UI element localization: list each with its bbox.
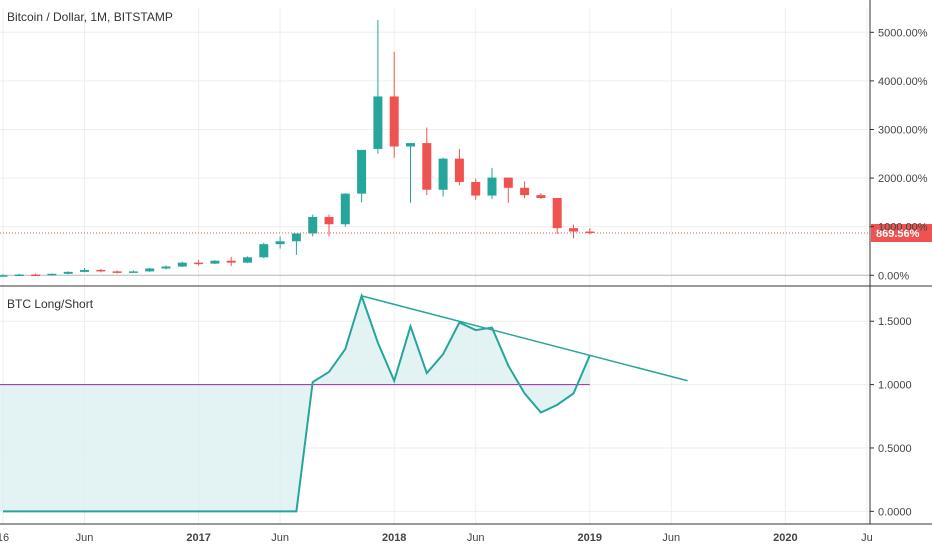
candle-body	[324, 216, 334, 225]
x-tick-label: Jun	[467, 532, 485, 544]
x-tick-label: Jun	[662, 532, 680, 544]
candle-body	[438, 158, 448, 190]
candle-body	[308, 216, 318, 234]
indicator-y-tick-label: 1.5000	[878, 316, 912, 328]
left-fill-area	[0, 384, 313, 512]
candle-body	[503, 177, 513, 188]
candle-body	[536, 195, 546, 199]
x-tick-label: 16	[0, 532, 9, 544]
candle-body	[422, 143, 432, 190]
candle-body	[177, 262, 187, 267]
candle-body	[552, 198, 562, 229]
candle-body	[357, 149, 367, 194]
candle-body	[14, 274, 24, 277]
candle-body	[47, 273, 57, 276]
x-tick-label: 2018	[382, 532, 406, 544]
candle-body	[487, 177, 497, 196]
candle-body	[406, 143, 415, 147]
indicator-y-tick-label: 1.0000	[878, 380, 912, 392]
x-tick-label: Ju	[861, 532, 873, 544]
price-y-tick-label: 2000.00%	[878, 173, 928, 185]
candle-body	[80, 269, 89, 272]
candle-body	[243, 257, 252, 263]
indicator-y-tick-label: 0.5000	[878, 443, 912, 455]
candle-body	[340, 193, 350, 225]
x-tick-label: 2017	[186, 532, 210, 544]
last-value-label: 869.56%	[876, 228, 920, 240]
candle-body	[259, 244, 269, 258]
x-tick-label: 2019	[578, 532, 602, 544]
candle-body	[471, 181, 481, 196]
candle-body	[96, 269, 106, 272]
candle-body	[161, 266, 171, 269]
candle-body	[291, 233, 301, 242]
candle-body	[31, 274, 41, 277]
price-pane-title: Bitcoin / Dollar, 1M, BITSTAMP	[7, 10, 173, 24]
trendline	[361, 295, 688, 382]
indicator-pane-title: BTC Long/Short	[7, 297, 94, 311]
fill-layer	[0, 295, 590, 512]
candle-body	[569, 228, 578, 232]
candle-body	[112, 271, 122, 273]
candle-body	[145, 268, 155, 272]
x-tick-label: 2020	[773, 532, 797, 544]
price-y-tick-label: 0.00%	[878, 270, 909, 282]
price-y-tick-label: 1000.00%	[878, 222, 928, 234]
x-tick-label: Jun	[76, 532, 94, 544]
last-value-badge	[871, 224, 932, 243]
candle-body	[373, 96, 383, 149]
long-short-series-line	[3, 292, 591, 513]
candle-body	[585, 231, 595, 234]
candle-body	[275, 241, 285, 245]
price-y-tick-label: 5000.00%	[878, 27, 928, 39]
candle-body	[454, 158, 464, 182]
candle-body	[389, 96, 399, 147]
candle-body	[226, 260, 236, 263]
indicator-y-tick-label: 0.0000	[878, 506, 912, 518]
candle-body	[128, 271, 138, 273]
series-fill-area	[312, 295, 590, 413]
candle-body	[63, 271, 73, 274]
candle-body	[0, 275, 8, 277]
candle-body	[210, 260, 220, 264]
candle-body	[194, 262, 204, 265]
candle-body	[520, 187, 530, 196]
price-y-tick-label: 3000.00%	[878, 124, 928, 136]
x-tick-label: Jun	[271, 532, 289, 544]
candle-layer	[0, 20, 870, 277]
line-layer	[0, 292, 688, 513]
price-y-tick-label: 4000.00%	[878, 76, 928, 88]
